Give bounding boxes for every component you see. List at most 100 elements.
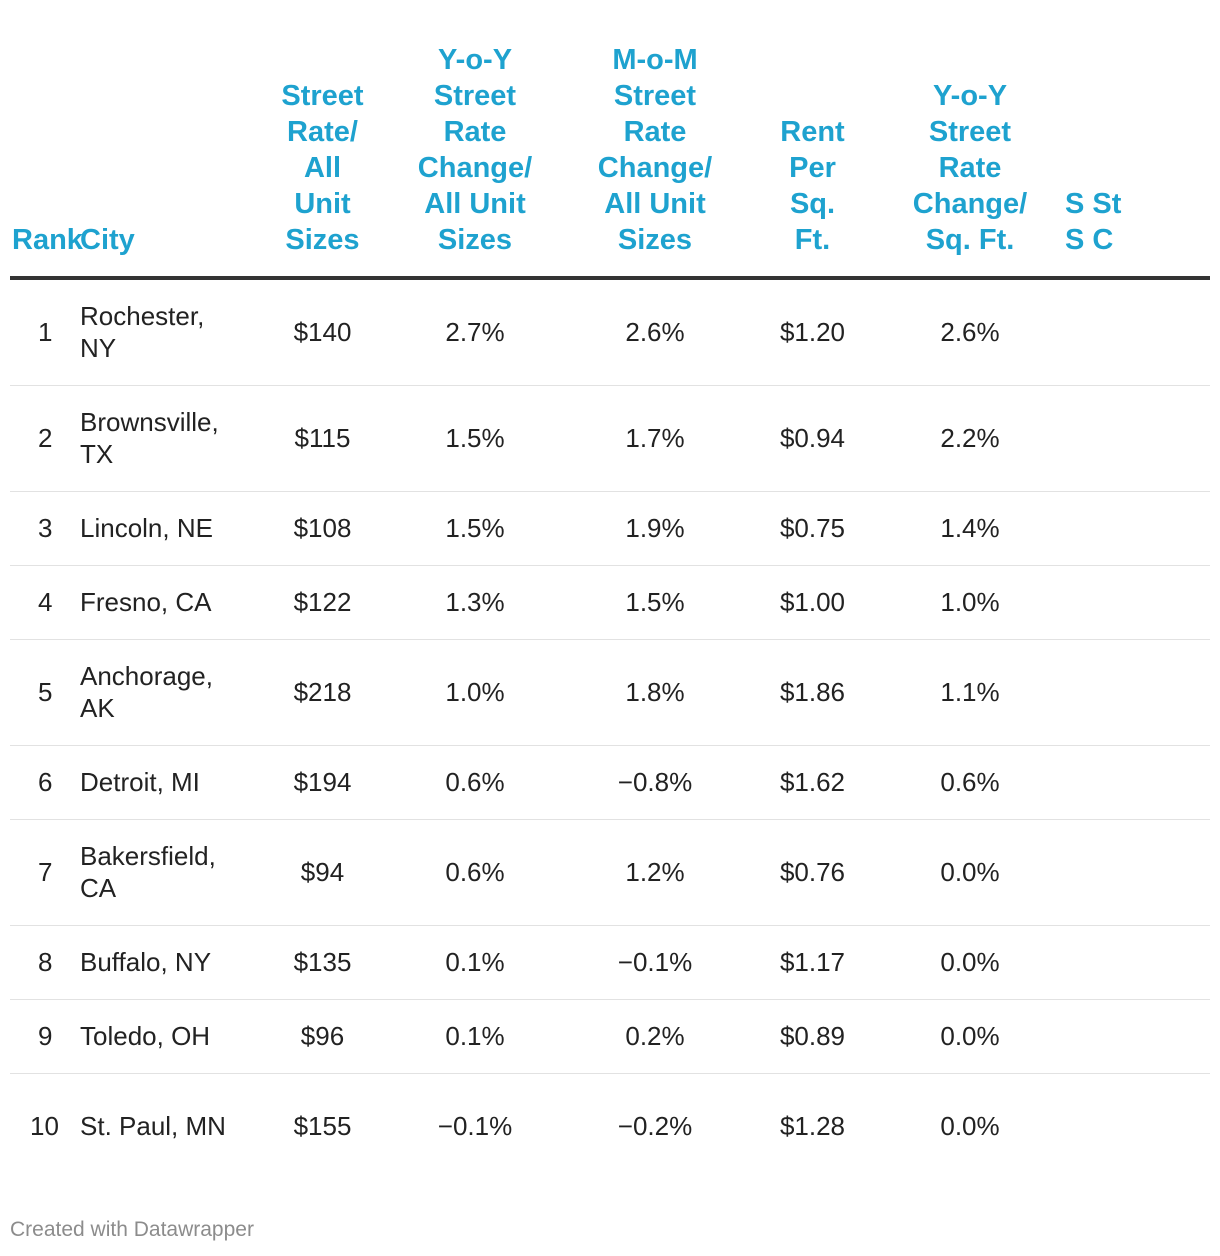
cell-rank: 8 <box>10 925 80 1000</box>
cell-city: Detroit, MI <box>80 745 255 820</box>
cell-mom: 1.2% <box>560 819 750 926</box>
cell-rank: 9 <box>10 999 80 1074</box>
storage-rates-table: Rank City Street Rate/ All Unit Sizes Y-… <box>10 0 1210 1179</box>
cell-rank: 6 <box>10 745 80 820</box>
header-yoy-street-rate-change[interactable]: Y-o-Y Street Rate Change/ All Unit Sizes <box>390 0 560 280</box>
cell-partial <box>1065 925 1210 1000</box>
cell-street-rate: $122 <box>255 565 390 640</box>
cell-rent: $1.17 <box>750 925 875 1000</box>
table-header-row: Rank City Street Rate/ All Unit Sizes Y-… <box>10 0 1210 280</box>
cell-city: Anchorage, AK <box>80 639 255 746</box>
header-city[interactable]: City <box>80 0 255 280</box>
cell-street-rate: $140 <box>255 278 390 386</box>
cell-rank: 2 <box>10 385 80 492</box>
data-table-container: Rank City Street Rate/ All Unit Sizes Y-… <box>10 0 1210 1190</box>
cell-street-rate: $115 <box>255 385 390 492</box>
cell-street-rate: $135 <box>255 925 390 1000</box>
cell-partial <box>1065 278 1210 386</box>
cell-partial <box>1065 745 1210 820</box>
cell-city: Toledo, OH <box>80 999 255 1074</box>
cell-yoy: 0.1% <box>390 925 560 1000</box>
table-body: 1 Rochester, NY $140 2.7% 2.6% $1.20 2.6… <box>10 278 1210 1179</box>
cell-yoy-sqft: 0.0% <box>940 1111 1000 1142</box>
cell-mom: 1.8% <box>560 639 750 746</box>
cell-mom: −0.1% <box>560 925 750 1000</box>
header-rent-per-sqft[interactable]: Rent Per Sq. Ft. <box>750 0 875 280</box>
cell-partial <box>1065 385 1210 492</box>
cell-yoy-sqft: 2.2% <box>875 385 1065 492</box>
cell-mom: 1.5% <box>560 565 750 640</box>
cell-rent: $0.76 <box>750 819 875 926</box>
cell-street-rate: $155 <box>293 1111 352 1142</box>
cell-rank: 4 <box>10 565 80 640</box>
table-row: 6 Detroit, MI $194 0.6% −0.8% $1.62 0.6% <box>10 745 1210 820</box>
cell-yoy: 1.5% <box>390 491 560 566</box>
cell-mom: −0.8% <box>560 745 750 820</box>
cell-yoy-sqft: 1.1% <box>875 639 1065 746</box>
cell-partial <box>1065 1073 1210 1179</box>
table-row: 7 Bakersfield, CA $94 0.6% 1.2% $0.76 0.… <box>10 819 1210 926</box>
cell-city: Buffalo, NY <box>80 925 255 1000</box>
cell-rent: $1.62 <box>750 745 875 820</box>
cell-yoy: 0.6% <box>390 819 560 926</box>
table-row: 2 Brownsville, TX $115 1.5% 1.7% $0.94 2… <box>10 385 1210 492</box>
header-mom-street-rate-change[interactable]: M-o-M Street Rate Change/ All Unit Sizes <box>560 0 750 280</box>
cell-mom: −0.2% <box>617 1111 693 1142</box>
cell-rent: $1.86 <box>750 639 875 746</box>
cell-partial <box>1065 819 1210 926</box>
table-row: 9 Toledo, OH $96 0.1% 0.2% $0.89 0.0% <box>10 999 1210 1074</box>
cell-rank: 10 <box>30 1111 59 1142</box>
header-partial-column[interactable]: S St S C <box>1065 0 1210 280</box>
footer-credit[interactable]: Created with Datawrapper <box>10 1218 254 1241</box>
cell-rent: $1.28 <box>779 1111 846 1142</box>
cell-street-rate: $94 <box>255 819 390 926</box>
table-row: 1 Rochester, NY $140 2.7% 2.6% $1.20 2.6… <box>10 278 1210 386</box>
cell-rank: 3 <box>10 491 80 566</box>
cell-city: Rochester, NY <box>80 278 255 386</box>
cell-yoy: 1.5% <box>390 385 560 492</box>
cell-partial <box>1065 491 1210 566</box>
cell-rank: 1 <box>10 278 80 386</box>
cell-city: Bakersfield, CA <box>80 819 255 926</box>
cell-yoy-sqft: 1.0% <box>875 565 1065 640</box>
cell-yoy: 1.0% <box>390 639 560 746</box>
cell-partial <box>1065 999 1210 1074</box>
cell-rent: $1.20 <box>750 278 875 386</box>
cell-partial <box>1065 639 1210 746</box>
table-row: 10 St. Paul, MN $155 −0.1% −0.2% $1.28 0… <box>10 1073 1210 1179</box>
cell-street-rate: $218 <box>255 639 390 746</box>
table-row: 4 Fresno, CA $122 1.3% 1.5% $1.00 1.0% <box>10 565 1210 640</box>
header-yoy-street-rate-change-sqft[interactable]: Y-o-Y Street Rate Change/ Sq. Ft. <box>875 0 1065 280</box>
cell-city: St. Paul, MN <box>80 1111 226 1142</box>
cell-yoy-sqft: 0.0% <box>875 819 1065 926</box>
table-row: 5 Anchorage, AK $218 1.0% 1.8% $1.86 1.1… <box>10 639 1210 746</box>
cell-mom: 2.6% <box>560 278 750 386</box>
header-street-rate[interactable]: Street Rate/ All Unit Sizes <box>255 0 390 280</box>
cell-yoy: 0.6% <box>390 745 560 820</box>
cell-yoy-sqft: 1.4% <box>875 491 1065 566</box>
cell-rent: $1.00 <box>750 565 875 640</box>
cell-mom: 1.7% <box>560 385 750 492</box>
cell-mom: 0.2% <box>560 999 750 1074</box>
cell-yoy-sqft: 0.6% <box>875 745 1065 820</box>
cell-street-rate: $96 <box>255 999 390 1074</box>
cell-yoy: 0.1% <box>390 999 560 1074</box>
table-row: 3 Lincoln, NE $108 1.5% 1.9% $0.75 1.4% <box>10 491 1210 566</box>
cell-rent: $0.89 <box>750 999 875 1074</box>
cell-city: Brownsville, TX <box>80 385 255 492</box>
cell-partial <box>1065 565 1210 640</box>
cell-street-rate: $194 <box>255 745 390 820</box>
cell-yoy: 2.7% <box>390 278 560 386</box>
table-row: 8 Buffalo, NY $135 0.1% −0.1% $1.17 0.0% <box>10 925 1210 1000</box>
cell-rent: $0.94 <box>750 385 875 492</box>
cell-yoy-sqft: 2.6% <box>875 278 1065 386</box>
cell-street-rate: $108 <box>255 491 390 566</box>
cell-city: Fresno, CA <box>80 565 255 640</box>
cell-rent: $0.75 <box>750 491 875 566</box>
cell-yoy: −0.1% <box>437 1111 513 1142</box>
cell-yoy-sqft: 0.0% <box>875 925 1065 1000</box>
cell-mom: 1.9% <box>560 491 750 566</box>
header-rank[interactable]: Rank <box>10 0 83 280</box>
cell-yoy: 1.3% <box>390 565 560 640</box>
cell-rank: 5 <box>10 639 80 746</box>
